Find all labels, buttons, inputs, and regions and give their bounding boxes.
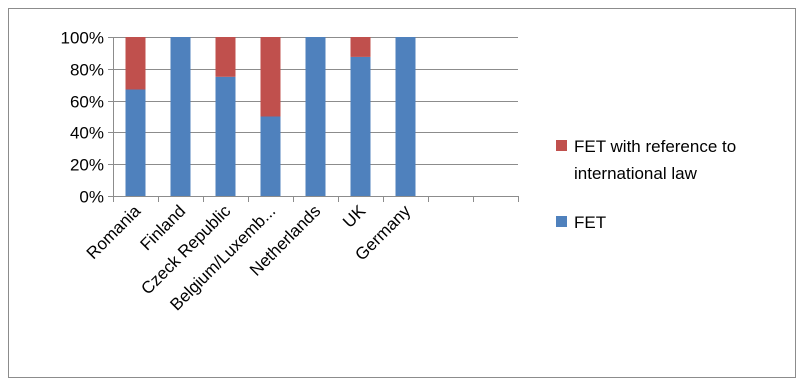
y-tick-label: 20%	[70, 156, 104, 175]
y-tick-label: 40%	[70, 124, 104, 143]
legend: FET with reference to international law FE…	[556, 137, 736, 232]
bar-segment-fet	[395, 37, 416, 196]
legend-label: FET with reference to	[574, 137, 736, 156]
bars	[125, 37, 416, 197]
y-tick-label: 80%	[70, 61, 104, 80]
bar-segment-fet	[170, 37, 191, 196]
legend-label: FET	[574, 213, 606, 232]
x-tick-label: UK	[339, 201, 370, 232]
bar-segment-fet	[305, 37, 326, 196]
x-tick-label: Romania	[83, 201, 145, 263]
legend-swatch	[556, 216, 567, 227]
axes	[113, 37, 519, 202]
legend-swatch	[556, 140, 567, 151]
bar-segment-fet-intl-law	[350, 37, 371, 57]
legend-label: international law	[574, 164, 698, 183]
y-tick-label: 60%	[70, 93, 104, 112]
y-tick-labels: 0% 20% 40% 60% 80% 100%	[61, 29, 104, 207]
y-tick-label: 0%	[79, 188, 104, 207]
bar-segment-fet	[215, 76, 236, 197]
y-tick-label: 100%	[61, 29, 104, 48]
bar-segment-fet-intl-law	[125, 37, 146, 90]
bar-segment-fet-intl-law	[215, 37, 236, 77]
bar-segment-fet	[125, 89, 146, 196]
bar-segment-fet	[350, 56, 371, 197]
bar-segment-fet	[260, 116, 281, 196]
bar-segment-fet-intl-law	[260, 37, 281, 117]
